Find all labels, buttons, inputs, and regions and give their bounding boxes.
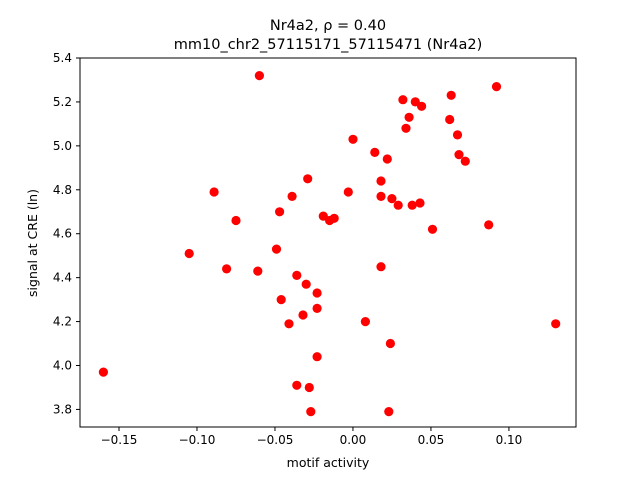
data-point-19 <box>287 191 297 201</box>
data-point-24 <box>407 200 417 210</box>
data-point-2 <box>446 90 456 100</box>
x-tick-label-2: −0.05 <box>257 433 294 447</box>
y-tick-label-1: 4.0 <box>53 359 72 373</box>
x-tick-label-1: −0.10 <box>179 433 216 447</box>
data-point-46 <box>385 338 395 349</box>
data-point-0 <box>254 71 264 81</box>
data-point-20 <box>376 191 386 201</box>
data-point-25 <box>275 207 285 217</box>
x-axis-label: motif activity <box>287 455 370 470</box>
chart-title-line1: Nr4a2, ρ = 0.40 <box>270 18 386 34</box>
data-point-28 <box>325 215 335 226</box>
data-point-8 <box>401 123 411 133</box>
x-tick-label-3: 0.00 <box>340 433 367 447</box>
data-point-1 <box>491 82 502 92</box>
data-point-22 <box>415 198 425 208</box>
plot-frame <box>79 57 577 428</box>
data-point-33 <box>184 248 194 259</box>
data-point-36 <box>253 266 263 276</box>
x-tick-label-5: 0.10 <box>496 433 523 447</box>
data-point-14 <box>460 156 470 166</box>
plot-area <box>79 57 577 428</box>
data-point-15 <box>303 174 313 184</box>
data-point-49 <box>292 380 302 390</box>
data-point-17 <box>209 187 219 197</box>
y-tick-label-2: 4.2 <box>53 315 72 329</box>
data-point-32 <box>271 244 282 254</box>
data-point-11 <box>370 147 380 157</box>
chart-title-line2: mm10_chr2_57115171_57115471 (Nr4a2) <box>174 37 482 53</box>
data-point-21 <box>387 194 397 204</box>
y-tick-label-8: 5.4 <box>53 51 72 65</box>
data-point-5 <box>417 101 427 111</box>
data-point-48 <box>98 367 108 377</box>
x-tick-label-4: 0.05 <box>418 433 445 447</box>
data-point-6 <box>404 112 414 122</box>
data-point-52 <box>384 407 394 417</box>
data-point-13 <box>382 154 392 164</box>
data-point-3 <box>398 95 408 105</box>
data-point-40 <box>276 295 286 305</box>
data-point-51 <box>306 407 316 417</box>
data-point-37 <box>292 270 302 280</box>
y-tick-label-4: 4.6 <box>53 227 72 241</box>
data-point-39 <box>312 288 322 298</box>
data-point-7 <box>445 114 455 125</box>
data-point-16 <box>376 176 386 186</box>
y-tick-label-5: 4.8 <box>53 183 72 197</box>
data-point-29 <box>231 215 241 226</box>
y-tick-label-0: 3.8 <box>53 402 72 416</box>
data-point-18 <box>343 187 353 197</box>
y-axis-ticks: 3.8 4.0 4.2 4.4 4.6 4.8 5.0 5.2 5.4 <box>53 51 80 416</box>
data-point-31 <box>427 224 438 234</box>
data-point-43 <box>360 317 370 327</box>
data-point-35 <box>222 264 232 274</box>
data-point-23 <box>393 200 403 210</box>
data-point-50 <box>304 382 314 393</box>
data-point-44 <box>284 319 294 329</box>
data-point-41 <box>312 303 322 313</box>
y-tick-label-7: 5.2 <box>53 95 72 109</box>
data-point-10 <box>348 134 358 144</box>
data-point-42 <box>298 310 308 320</box>
data-point-12 <box>454 150 464 160</box>
y-axis-label: signal at CRE (ln) <box>25 189 40 297</box>
data-point-34 <box>376 262 386 272</box>
data-point-47 <box>312 352 322 362</box>
x-tick-label-0: −0.15 <box>101 433 138 447</box>
data-point-45 <box>551 319 561 329</box>
data-point-30 <box>484 220 494 230</box>
data-point-38 <box>301 279 311 289</box>
data-point-9 <box>452 130 463 140</box>
y-tick-label-3: 4.4 <box>53 271 72 285</box>
x-axis-ticks: −0.15 −0.10 −0.05 0.00 0.05 0.10 <box>101 427 523 447</box>
y-tick-label-6: 5.0 <box>53 139 72 153</box>
